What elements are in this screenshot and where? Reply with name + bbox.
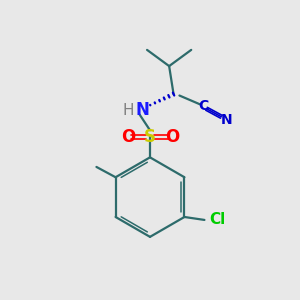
Text: N: N: [136, 101, 150, 119]
Text: S: S: [144, 128, 156, 146]
Text: N: N: [221, 113, 232, 127]
Text: C: C: [198, 99, 208, 113]
Text: H: H: [122, 103, 134, 118]
Text: O: O: [121, 128, 135, 146]
Text: O: O: [165, 128, 179, 146]
Text: Cl: Cl: [209, 212, 226, 227]
